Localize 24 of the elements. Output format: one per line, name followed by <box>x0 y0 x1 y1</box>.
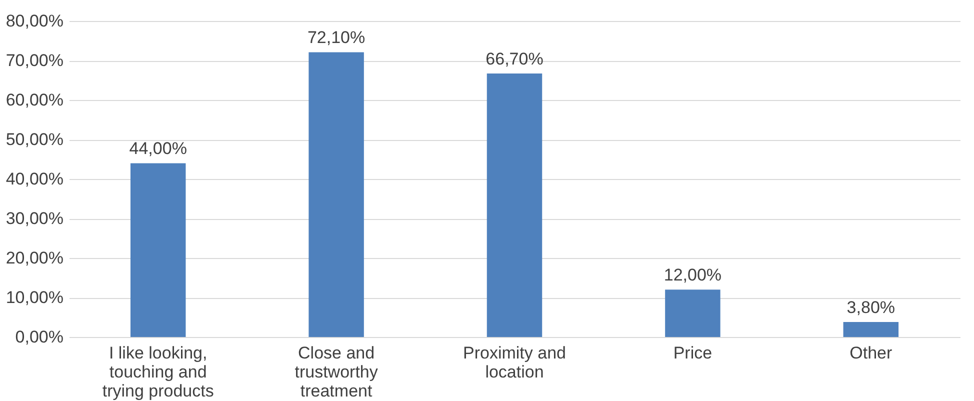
x-tick-label: I like looking, touching and trying products <box>102 344 214 400</box>
y-tick-label: 40,00% <box>6 170 64 188</box>
bar <box>130 163 186 337</box>
x-tick-label: Price <box>673 344 712 362</box>
data-label: 12,00% <box>664 266 722 285</box>
y-tick-label: 50,00% <box>6 130 64 149</box>
y-tick-label: 70,00% <box>6 51 64 70</box>
y-tick-label: 30,00% <box>6 209 64 228</box>
bar <box>843 322 899 337</box>
y-tick-label: 80,00% <box>6 12 64 30</box>
y-tick-label: 20,00% <box>6 248 64 268</box>
bar <box>665 290 720 337</box>
bar <box>486 74 542 337</box>
data-label: 66,70% <box>486 50 544 69</box>
x-tick-label: Proximity and location <box>463 344 566 382</box>
x-tick-label: Close and trustworthy treatment <box>294 344 378 400</box>
y-tick-label: 60,00% <box>6 90 64 110</box>
bar <box>308 52 364 337</box>
y-tick-label: 0,00% <box>15 328 64 346</box>
y-tick-label: 10,00% <box>6 288 64 307</box>
data-label: 72,10% <box>307 28 366 48</box>
data-label: 3,80% <box>846 298 895 317</box>
x-tick-label: Other <box>850 344 892 362</box>
data-label: 44,00% <box>129 139 187 158</box>
